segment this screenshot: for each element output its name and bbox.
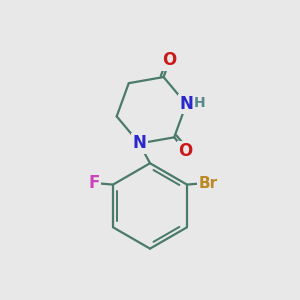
Text: N: N <box>179 95 193 113</box>
Text: O: O <box>178 142 193 160</box>
Text: O: O <box>163 51 177 69</box>
Text: N: N <box>133 134 146 152</box>
Text: F: F <box>88 174 100 192</box>
Text: Br: Br <box>199 176 218 190</box>
Text: H: H <box>194 96 205 110</box>
